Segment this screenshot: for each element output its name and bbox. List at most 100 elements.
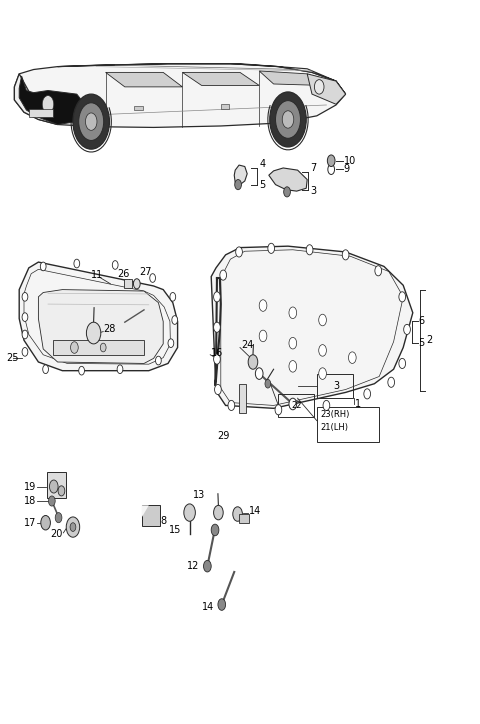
Bar: [317, 374, 353, 398]
Text: 24: 24: [241, 340, 253, 350]
Circle shape: [100, 343, 106, 352]
Circle shape: [218, 599, 226, 610]
Circle shape: [58, 486, 65, 496]
Text: 21(LH): 21(LH): [321, 423, 348, 432]
Bar: [221, 104, 229, 109]
Text: 14: 14: [249, 506, 261, 516]
Circle shape: [276, 101, 300, 138]
Circle shape: [342, 250, 349, 260]
Text: 26: 26: [117, 269, 130, 279]
Text: 7: 7: [311, 163, 317, 173]
Bar: [239, 384, 246, 413]
Text: 20: 20: [50, 529, 62, 539]
Text: 29: 29: [217, 431, 229, 441]
Text: 23(RH): 23(RH): [321, 410, 350, 418]
Polygon shape: [211, 246, 413, 408]
Circle shape: [172, 316, 178, 324]
Text: 11: 11: [91, 270, 104, 280]
Circle shape: [289, 361, 297, 372]
Polygon shape: [19, 76, 96, 125]
Text: 10: 10: [344, 156, 356, 166]
Polygon shape: [234, 165, 247, 185]
Circle shape: [214, 292, 220, 302]
Circle shape: [204, 560, 211, 572]
Circle shape: [55, 513, 62, 523]
Text: 3: 3: [311, 186, 317, 196]
Polygon shape: [14, 64, 346, 127]
Text: 18: 18: [24, 496, 36, 506]
Circle shape: [270, 92, 306, 147]
Circle shape: [248, 355, 258, 369]
Circle shape: [150, 274, 156, 282]
Circle shape: [228, 400, 235, 411]
Circle shape: [399, 292, 406, 302]
Text: 2: 2: [426, 335, 432, 345]
Polygon shape: [58, 64, 346, 94]
Circle shape: [42, 96, 54, 113]
Circle shape: [66, 517, 80, 537]
Circle shape: [86, 322, 101, 344]
Circle shape: [282, 111, 294, 128]
Circle shape: [168, 339, 174, 348]
Circle shape: [265, 379, 271, 388]
Circle shape: [388, 377, 395, 387]
Polygon shape: [14, 74, 58, 125]
Circle shape: [404, 324, 410, 334]
Circle shape: [73, 94, 109, 149]
Circle shape: [85, 113, 97, 130]
Polygon shape: [259, 71, 322, 85]
Circle shape: [328, 164, 335, 174]
Polygon shape: [269, 168, 307, 191]
Circle shape: [22, 313, 28, 321]
Circle shape: [236, 247, 242, 257]
Circle shape: [22, 348, 28, 356]
Circle shape: [364, 389, 371, 399]
Circle shape: [22, 330, 28, 339]
Text: 25: 25: [6, 353, 18, 363]
Text: 13: 13: [193, 490, 205, 500]
Bar: [47, 472, 66, 498]
Circle shape: [220, 270, 227, 280]
Polygon shape: [142, 505, 149, 518]
Text: 4: 4: [259, 159, 265, 169]
Text: 3: 3: [333, 381, 339, 391]
Circle shape: [289, 398, 297, 410]
Text: 19: 19: [24, 481, 36, 492]
Circle shape: [348, 352, 356, 363]
Text: 1: 1: [355, 399, 361, 409]
Circle shape: [43, 365, 48, 374]
Circle shape: [268, 243, 275, 253]
Circle shape: [41, 515, 50, 530]
Circle shape: [184, 504, 195, 521]
Circle shape: [314, 80, 324, 94]
Circle shape: [170, 292, 176, 301]
Polygon shape: [182, 72, 259, 85]
Circle shape: [214, 322, 220, 332]
Circle shape: [375, 266, 382, 276]
Text: 27: 27: [139, 267, 152, 277]
Circle shape: [133, 279, 140, 289]
Text: 5: 5: [419, 338, 425, 348]
Polygon shape: [307, 74, 346, 104]
Circle shape: [284, 187, 290, 197]
Text: 16: 16: [211, 348, 224, 358]
Text: 17: 17: [24, 518, 36, 528]
Polygon shape: [38, 290, 163, 363]
Circle shape: [70, 523, 76, 531]
Circle shape: [49, 480, 58, 493]
Circle shape: [259, 330, 267, 342]
Text: 8: 8: [161, 516, 167, 526]
Circle shape: [112, 261, 118, 269]
Circle shape: [48, 496, 55, 506]
Circle shape: [289, 307, 297, 319]
Text: 14: 14: [202, 602, 214, 612]
Circle shape: [259, 300, 267, 311]
Bar: [29, 109, 53, 117]
Circle shape: [22, 292, 28, 301]
Bar: [142, 505, 160, 526]
Text: 5: 5: [259, 180, 265, 190]
Bar: [134, 106, 143, 110]
Bar: [317, 407, 379, 442]
Bar: [124, 279, 132, 288]
Circle shape: [306, 245, 313, 255]
